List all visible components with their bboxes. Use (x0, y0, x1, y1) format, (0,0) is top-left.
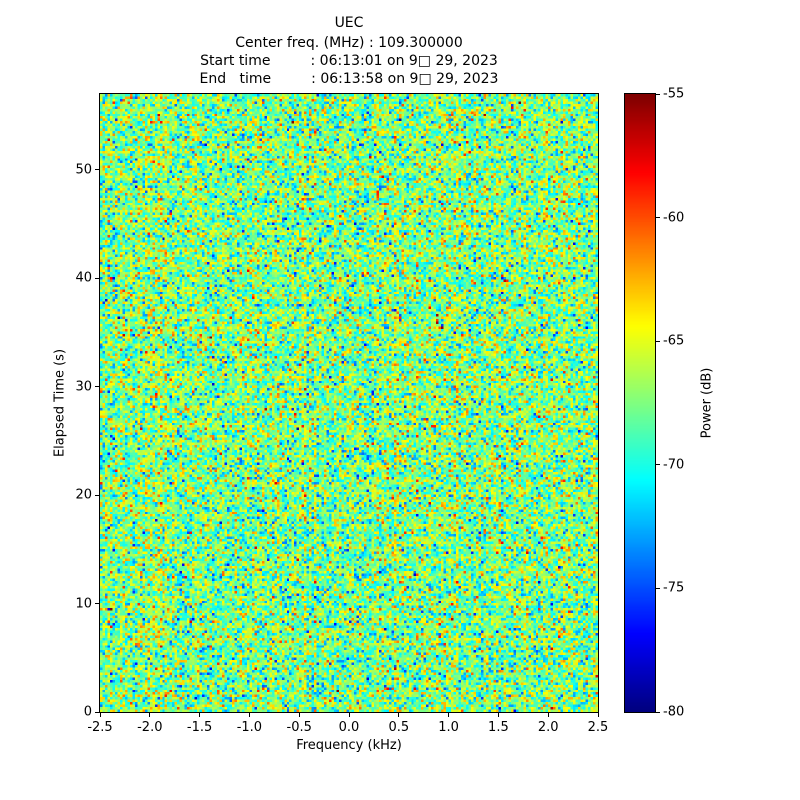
y-tick-mark (95, 711, 99, 713)
x-tick-mark (448, 713, 450, 717)
center-freq-line: Center freq. (MHz) : 109.300000 (235, 35, 463, 51)
x-tick-label: 2.5 (587, 720, 609, 735)
y-axis-label: Elapsed Time (s) (52, 348, 68, 458)
y-tick-label: 20 (75, 487, 92, 503)
colorbar-tick-label: -80 (663, 704, 685, 720)
x-tick-mark (497, 713, 499, 717)
x-tick-mark (248, 713, 250, 717)
y-tick-mark (95, 603, 99, 605)
colorbar-tick-mark (656, 340, 660, 342)
x-tick-label: 0.5 (388, 720, 410, 735)
colorbar-tick-mark (656, 587, 660, 589)
x-tick-label: -1.5 (186, 720, 213, 735)
x-tick-mark (398, 713, 400, 717)
colorbar-gradient (624, 93, 656, 713)
x-tick-mark (298, 713, 300, 717)
colorbar-tick-label: -70 (663, 457, 685, 473)
y-tick-label: 0 (83, 704, 92, 720)
x-tick-label: 1.0 (438, 720, 459, 735)
colorbar-tick-mark (656, 217, 660, 219)
plot-title: UEC (334, 15, 364, 31)
y-tick-label: 10 (75, 596, 92, 612)
y-tick-label: 30 (75, 379, 92, 395)
x-tick-mark (149, 713, 151, 717)
colorbar-tick-label: -75 (663, 580, 685, 596)
x-tick-label: 0.0 (338, 720, 360, 735)
x-tick-mark (348, 713, 350, 717)
colorbar-tick-label: -55 (663, 86, 685, 102)
spectrogram-heatmap (99, 93, 599, 713)
end-time-line: End time : 06:13:58 on 9□ 29, 2023 (199, 71, 499, 87)
x-tick-mark (547, 713, 549, 717)
x-tick-label: 2.0 (537, 720, 559, 735)
start-time-line: Start time : 06:13:01 on 9□ 29, 2023 (200, 53, 498, 69)
x-axis-label: Frequency (kHz) (296, 738, 402, 753)
x-tick-label: -1.0 (236, 720, 263, 735)
colorbar-tick-mark (656, 93, 660, 95)
colorbar-label: Power (dB) (699, 367, 715, 439)
x-tick-label: -2.0 (137, 720, 163, 735)
x-tick-label: 1.5 (488, 720, 509, 735)
y-tick-mark (95, 494, 99, 496)
colorbar-tick-mark (656, 464, 660, 466)
x-tick-mark (597, 713, 599, 717)
colorbar-tick-label: -65 (663, 333, 685, 349)
y-tick-mark (95, 169, 99, 171)
x-tick-mark (199, 713, 201, 717)
y-tick-label: 40 (75, 270, 92, 286)
x-tick-mark (99, 713, 101, 717)
y-tick-label: 50 (75, 162, 92, 178)
colorbar-tick-mark (656, 711, 660, 713)
y-tick-mark (95, 386, 99, 388)
colorbar-tick-label: -60 (663, 210, 685, 226)
x-tick-label: -0.5 (286, 720, 312, 735)
x-tick-label: -2.5 (87, 720, 113, 735)
y-tick-mark (95, 277, 99, 279)
